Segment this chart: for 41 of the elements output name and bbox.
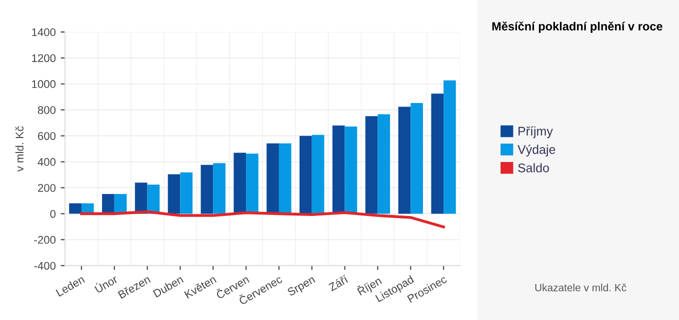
y-axis-title: v mld. Kč	[15, 126, 24, 172]
bar	[200, 164, 214, 214]
bar	[266, 143, 279, 214]
bar	[312, 134, 324, 214]
legend-label: Saldo	[518, 163, 549, 172]
text: Ukazatele v mld. Kč	[535, 284, 626, 292]
x-tick-label: Únor	[93, 273, 118, 294]
y-tick-label: 1000	[32, 80, 56, 88]
y-tick-label: 200	[38, 184, 56, 192]
line-series	[80, 210, 445, 228]
bar	[213, 163, 226, 214]
bar	[234, 152, 246, 214]
x-tick-label: Září	[328, 274, 349, 292]
y-tick-label: 0	[50, 210, 56, 218]
y-tick-label: 600	[38, 132, 56, 140]
bar	[365, 116, 378, 214]
bar	[278, 143, 292, 214]
y-tick-label: -200	[34, 236, 56, 244]
bar	[378, 114, 390, 214]
bar	[69, 203, 82, 214]
bar	[431, 94, 444, 214]
bar	[300, 136, 312, 214]
y-tick-label: 800	[38, 106, 56, 114]
bar	[180, 172, 193, 214]
bar	[410, 102, 423, 214]
legend-label: Výdaje	[518, 144, 556, 156]
bar	[332, 125, 345, 214]
bar	[444, 80, 456, 214]
y-tick-label: 1400	[32, 28, 56, 36]
bar	[134, 182, 148, 214]
legend-label: Příjmy	[518, 126, 553, 138]
bar	[168, 174, 180, 214]
bar	[344, 126, 358, 214]
y-tick-label: 1200	[32, 54, 56, 62]
y-tick-label: -400	[34, 262, 56, 270]
bar	[102, 194, 114, 214]
y-tick-label: 400	[38, 158, 56, 166]
bar	[398, 106, 411, 214]
bar	[246, 154, 258, 214]
text: Měsíční pokladní plnění v roce	[492, 22, 662, 33]
x-tick-label: Srpen	[286, 275, 316, 298]
